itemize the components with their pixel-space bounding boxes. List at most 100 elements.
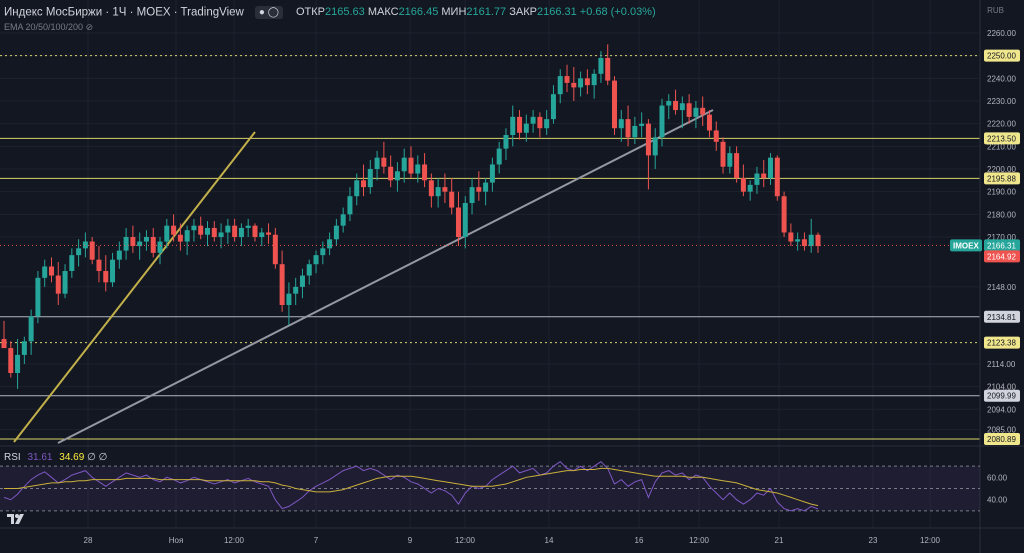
- candle-body: [191, 225, 197, 231]
- rsi-pane: 60.00 40.00: [0, 461, 1008, 512]
- candle-body: [571, 82, 577, 88]
- candle-body: [266, 232, 272, 235]
- time-tick-label: 14: [545, 536, 554, 545]
- level-label: 2250.00: [987, 52, 1016, 61]
- header-toggle-pill[interactable]: ● ◯: [254, 6, 283, 19]
- rsi-tick-label: 60.00: [987, 473, 1008, 482]
- candle-body: [591, 73, 597, 86]
- open-label: ОТКР: [295, 6, 325, 19]
- candle-body: [740, 178, 746, 192]
- open-value: 2165.63: [325, 6, 365, 19]
- candle-body: [62, 271, 68, 294]
- price-tick-label: 2220.00: [987, 120, 1016, 129]
- tradingview-logo-icon: [7, 514, 24, 524]
- candle-body: [35, 277, 41, 317]
- candle-body: [476, 187, 482, 192]
- candle-body: [781, 196, 787, 233]
- candle-body: [449, 191, 455, 208]
- candle-body: [578, 78, 584, 88]
- rsi-tick-label: 40.00: [987, 496, 1008, 505]
- time-tick-label: 23: [869, 536, 878, 545]
- candle-body: [639, 123, 645, 126]
- price-tick-label: 2180.00: [987, 210, 1016, 219]
- candle-body: [164, 225, 170, 242]
- symbol-tag-box: [950, 239, 982, 252]
- level-label-box: [984, 132, 1020, 145]
- trendline-gray: [57, 109, 714, 444]
- candle-body: [347, 196, 353, 215]
- candle-body: [483, 182, 489, 192]
- candle-body: [808, 234, 814, 247]
- candle-body: [761, 173, 767, 179]
- price-tick-label: 2085.00: [987, 426, 1016, 435]
- candle-body: [442, 187, 448, 192]
- level-label-box: [984, 389, 1020, 402]
- candle-body: [462, 203, 468, 238]
- candle-body: [537, 116, 543, 129]
- candle-body: [645, 123, 651, 156]
- candle-body: [252, 225, 258, 238]
- price-tick-label: 2148.00: [987, 283, 1016, 292]
- candle-body: [232, 225, 238, 238]
- time-tick-label: Ноя: [169, 536, 184, 545]
- rsi-header[interactable]: RSI 31.61 34.69 ∅ ∅: [4, 452, 107, 463]
- candle-body: [238, 227, 244, 238]
- candle-body: [103, 271, 109, 283]
- ohlc-readout: ОТКР2165.63 МАКС2166.45 МИН2161.77 ЗАКР2…: [296, 6, 656, 18]
- candle-body: [496, 148, 502, 165]
- candle-body: [632, 125, 638, 138]
- currency-label[interactable]: RUB: [987, 6, 1004, 15]
- candle-body: [401, 157, 407, 172]
- candle-body: [489, 164, 495, 183]
- price-tick-label: 2240.00: [987, 74, 1016, 83]
- eye-off-icon[interactable]: ⊘: [85, 22, 94, 32]
- level-label: 2099.99: [987, 392, 1016, 401]
- candle-body: [503, 135, 509, 149]
- candle-body: [69, 255, 75, 272]
- candle-body: [510, 116, 516, 136]
- price-tick-label: 2190.00: [987, 188, 1016, 197]
- candle-body: [374, 157, 380, 170]
- time-tick-label: 28: [84, 536, 93, 545]
- low-value: 2161.77: [466, 6, 507, 19]
- candle-body: [706, 114, 712, 131]
- candle-body: [82, 241, 88, 249]
- candle-body: [211, 227, 217, 238]
- candle-body: [428, 180, 434, 197]
- candle-body: [1, 339, 7, 349]
- time-tick-label: 12:00: [920, 536, 941, 545]
- ema-indicator-label[interactable]: EMA 20/50/100/200 ⊘: [4, 22, 93, 33]
- level-label-box: [984, 336, 1020, 349]
- candle-body: [605, 57, 611, 81]
- candle-body: [544, 119, 550, 129]
- second-price-label: 2164.92: [987, 252, 1016, 261]
- symbol-tag: IMOEX: [953, 241, 979, 250]
- candle-body: [272, 234, 278, 265]
- candle-body: [768, 157, 774, 179]
- time-tick-label: 7: [314, 536, 319, 545]
- candle-body: [469, 187, 475, 204]
- time-tick-label: 21: [775, 536, 784, 545]
- candle-body: [42, 266, 48, 278]
- candle-body: [381, 157, 387, 167]
- change-value: +0.68 (+0.03%): [579, 6, 656, 19]
- candle-body: [612, 80, 617, 129]
- candle-body: [801, 239, 807, 247]
- candle-body: [8, 348, 14, 374]
- level-label-box: [984, 310, 1020, 323]
- candle-body: [693, 107, 699, 117]
- candle-body: [367, 169, 373, 188]
- current-price-box: [984, 239, 1020, 252]
- rsi-line: [3, 461, 819, 512]
- candle-body: [89, 241, 95, 260]
- price-tick-label: 2210.00: [987, 142, 1016, 151]
- candle-body: [652, 137, 658, 156]
- candle-body: [313, 255, 319, 265]
- grid-lines: [0, 0, 980, 528]
- symbol-title[interactable]: Индекс МосБиржи · 1Ч · MOEX · TradingVie…: [4, 6, 244, 19]
- candle-body: [557, 76, 563, 95]
- candle-body: [218, 232, 224, 238]
- candles: [1, 44, 821, 389]
